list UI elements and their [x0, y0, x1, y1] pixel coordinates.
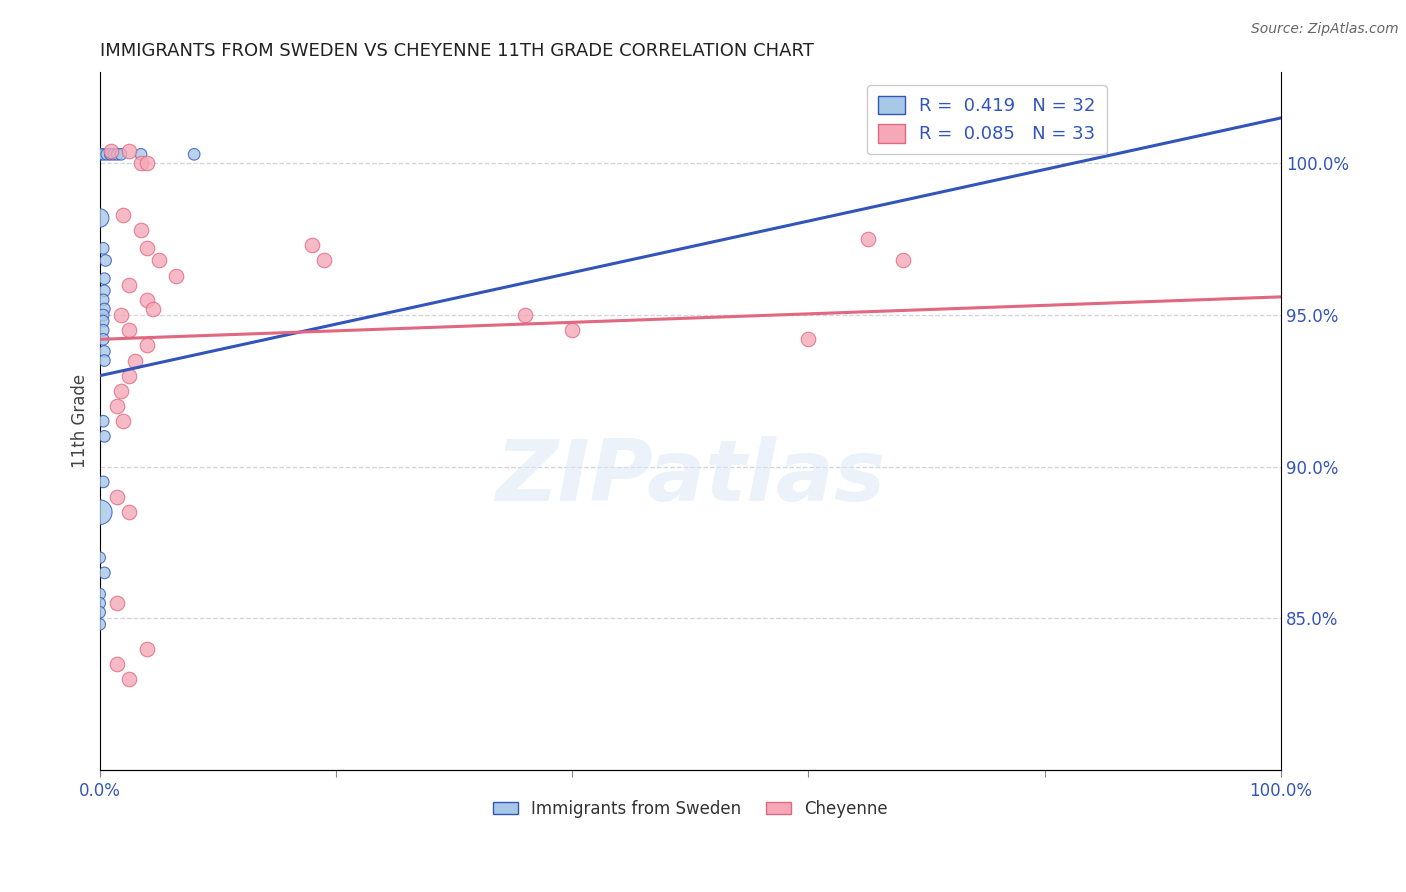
Point: [856, 232, 879, 246]
Point: [148, 253, 170, 268]
Point: [89, 147, 111, 161]
Point: [129, 223, 152, 237]
Point: [105, 399, 128, 413]
Point: [103, 147, 125, 161]
Point: [93, 353, 115, 368]
Point: [91, 308, 114, 322]
Point: [91, 414, 114, 428]
Point: [135, 641, 157, 656]
Point: [105, 657, 128, 671]
Point: [135, 293, 157, 307]
Point: [110, 384, 132, 398]
Point: [94, 253, 117, 268]
Point: [91, 323, 114, 337]
Point: [797, 332, 820, 346]
Point: [118, 368, 141, 383]
Point: [93, 284, 115, 298]
Point: [91, 314, 114, 328]
Point: [118, 277, 141, 292]
Point: [135, 241, 157, 255]
Point: [89, 596, 111, 610]
Point: [93, 271, 115, 285]
Point: [118, 323, 141, 337]
Text: Source: ZipAtlas.com: Source: ZipAtlas.com: [1251, 22, 1399, 37]
Point: [105, 147, 128, 161]
Point: [91, 293, 114, 307]
Point: [561, 323, 583, 337]
Point: [91, 332, 114, 346]
Point: [124, 353, 146, 368]
Point: [129, 147, 152, 161]
Point: [96, 147, 118, 161]
Point: [105, 490, 128, 504]
Point: [135, 156, 157, 170]
Point: [93, 429, 115, 443]
Point: [100, 145, 122, 159]
Point: [93, 301, 115, 316]
Point: [301, 238, 323, 252]
Legend: Immigrants from Sweden, Cheyenne: Immigrants from Sweden, Cheyenne: [486, 793, 894, 824]
Point: [105, 596, 128, 610]
Point: [93, 566, 115, 580]
Point: [142, 301, 165, 316]
Point: [91, 147, 114, 161]
Point: [118, 505, 141, 519]
Point: [112, 414, 135, 428]
Point: [89, 605, 111, 619]
Point: [165, 268, 187, 283]
Point: [89, 587, 111, 601]
Point: [891, 253, 914, 268]
Point: [110, 308, 132, 322]
Point: [98, 147, 121, 161]
Point: [118, 145, 141, 159]
Y-axis label: 11th Grade: 11th Grade: [72, 374, 89, 468]
Point: [91, 241, 114, 255]
Point: [89, 505, 111, 519]
Point: [118, 672, 141, 686]
Text: ZIPatlas: ZIPatlas: [495, 435, 886, 518]
Point: [110, 147, 132, 161]
Point: [513, 308, 536, 322]
Point: [112, 208, 135, 222]
Text: IMMIGRANTS FROM SWEDEN VS CHEYENNE 11TH GRADE CORRELATION CHART: IMMIGRANTS FROM SWEDEN VS CHEYENNE 11TH …: [100, 42, 814, 60]
Point: [89, 211, 111, 225]
Point: [91, 475, 114, 489]
Point: [314, 253, 336, 268]
Point: [89, 550, 111, 565]
Point: [89, 617, 111, 632]
Point: [129, 156, 152, 170]
Point: [183, 147, 205, 161]
Point: [93, 344, 115, 359]
Point: [135, 338, 157, 352]
